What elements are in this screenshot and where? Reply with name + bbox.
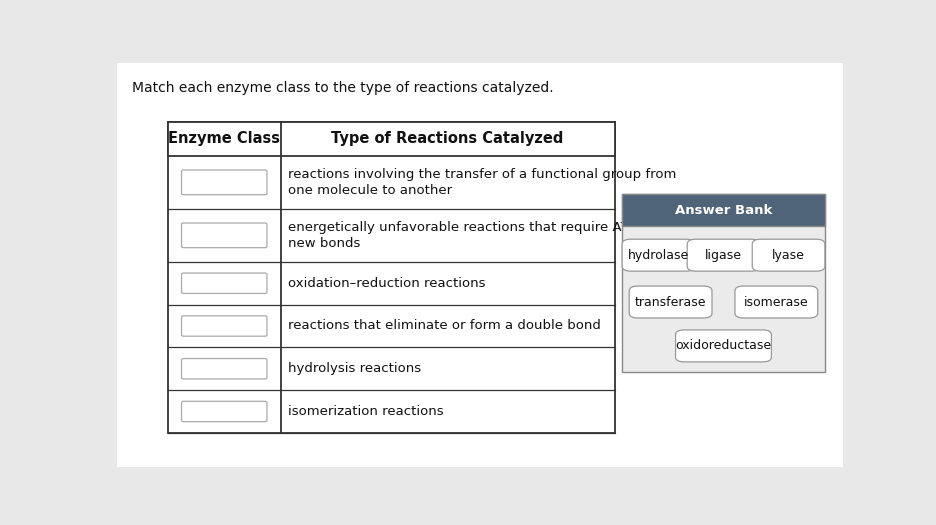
FancyBboxPatch shape (734, 286, 817, 318)
FancyBboxPatch shape (629, 286, 711, 318)
Text: isomerization reactions: isomerization reactions (287, 405, 443, 418)
Text: Match each enzyme class to the type of reactions catalyzed.: Match each enzyme class to the type of r… (131, 81, 552, 95)
Text: isomerase: isomerase (743, 296, 808, 309)
Text: lyase: lyase (771, 249, 804, 261)
Text: oxidoreductase: oxidoreductase (675, 339, 770, 352)
Text: ligase: ligase (704, 249, 741, 261)
FancyBboxPatch shape (182, 223, 267, 248)
Text: hydrolase: hydrolase (627, 249, 688, 261)
Text: energetically unfavorable reactions that require ATP to form
new bonds: energetically unfavorable reactions that… (287, 220, 689, 250)
FancyBboxPatch shape (686, 239, 759, 271)
FancyBboxPatch shape (752, 239, 824, 271)
Text: reactions involving the transfer of a functional group from
one molecule to anot: reactions involving the transfer of a fu… (287, 167, 676, 197)
FancyBboxPatch shape (182, 401, 267, 422)
FancyBboxPatch shape (622, 239, 694, 271)
Bar (622, 194, 825, 226)
Text: oxidation–reduction reactions: oxidation–reduction reactions (287, 277, 485, 290)
Text: Answer Bank: Answer Bank (674, 204, 771, 217)
FancyBboxPatch shape (182, 316, 267, 336)
Text: transferase: transferase (635, 296, 706, 309)
Text: Enzyme Class: Enzyme Class (168, 131, 280, 146)
FancyBboxPatch shape (182, 273, 267, 293)
FancyBboxPatch shape (182, 170, 267, 195)
FancyBboxPatch shape (182, 359, 267, 379)
Text: reactions that eliminate or form a double bond: reactions that eliminate or form a doubl… (287, 320, 600, 332)
Bar (168, 122, 614, 156)
FancyBboxPatch shape (675, 330, 770, 362)
Text: Type of Reactions Catalyzed: Type of Reactions Catalyzed (331, 131, 563, 146)
Text: hydrolysis reactions: hydrolysis reactions (287, 362, 420, 375)
